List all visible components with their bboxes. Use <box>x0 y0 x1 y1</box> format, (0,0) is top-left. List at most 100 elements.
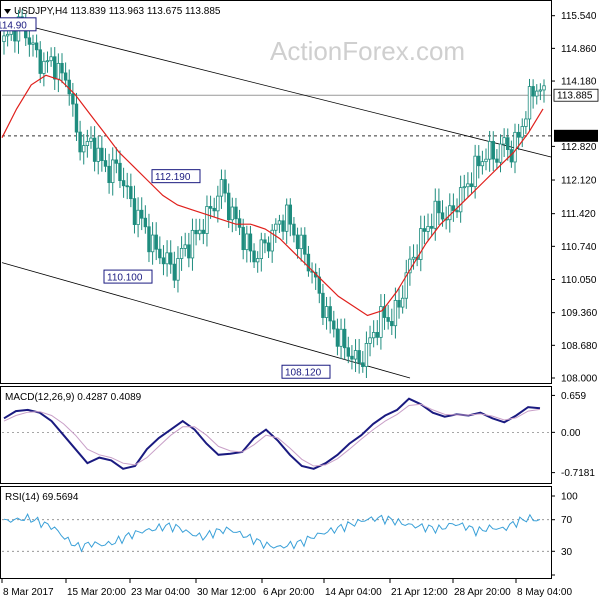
candle-body <box>118 162 122 181</box>
candle-body <box>346 347 350 357</box>
macd-line <box>3 397 541 470</box>
candle-body <box>140 209 144 219</box>
candle-body <box>187 244 191 259</box>
current-price-tag-bg <box>553 88 599 102</box>
level-tag-bg <box>554 129 598 142</box>
candle-body <box>230 206 235 221</box>
candle-body <box>190 229 195 259</box>
candle-body <box>531 86 535 97</box>
candle-body <box>281 220 285 232</box>
candle-body <box>208 206 213 209</box>
price-annotation-box <box>0 17 37 32</box>
candle-body <box>266 242 271 252</box>
time-tick-label: 8 Mar 2017 <box>3 587 54 598</box>
candle-body <box>516 131 521 138</box>
candle-body <box>96 147 100 162</box>
candle-body <box>71 93 75 105</box>
candle-body <box>179 248 184 259</box>
candle-body <box>466 183 470 188</box>
candle-body <box>13 29 17 42</box>
candle-body <box>361 362 365 367</box>
candle-body <box>169 252 173 265</box>
candle-body <box>103 160 108 167</box>
candle-body <box>524 118 528 127</box>
candle-body <box>92 137 97 162</box>
candle-body <box>248 233 253 252</box>
price-tick-label: 111.420 <box>561 209 596 220</box>
candle-body <box>2 35 6 43</box>
rsi-tick-label: 30 <box>561 547 573 558</box>
candle-body <box>85 141 90 146</box>
header-dropdown-icon[interactable] <box>4 9 11 14</box>
candle-body <box>477 155 481 167</box>
time-tick-label: 8 May 04:00 <box>517 587 572 598</box>
candle-body <box>455 210 459 213</box>
price-annotation-label: 110.100 <box>107 273 143 284</box>
candle-body <box>284 204 289 232</box>
candle-body <box>129 186 133 200</box>
price-tick-label: 112.820 <box>561 142 597 153</box>
candle-body <box>226 192 231 221</box>
moving-average-line <box>1 74 544 317</box>
candle-body <box>31 42 35 45</box>
rsi-title: RSI(14) 69.5694 <box>5 492 79 503</box>
price-annotation-box <box>103 269 153 284</box>
candle-body <box>201 229 206 234</box>
main-panel-frame <box>0 0 552 384</box>
price-tick-label: 110.740 <box>561 242 597 253</box>
candle-body <box>379 306 383 338</box>
price-tick-label: 108.680 <box>561 341 598 352</box>
candle-body <box>237 218 242 228</box>
time-tick-label: 6 Apr 20:00 <box>263 587 315 598</box>
candle-body <box>56 62 61 80</box>
macd-tick-label: 0.659 <box>561 391 586 402</box>
candle-body <box>234 206 238 220</box>
candle-body <box>535 90 539 97</box>
price-tick-label: 114.180 <box>561 77 597 88</box>
price-annotation-label: 108.120 <box>285 368 322 379</box>
candle-body <box>404 272 408 299</box>
rsi-tick-label: 100 <box>561 492 578 503</box>
candle-body <box>89 137 93 142</box>
macd-signal-line <box>3 403 541 467</box>
candle-body <box>386 317 390 322</box>
candle-body <box>306 253 311 272</box>
time-tick-label: 14 Apr 04:00 <box>325 587 382 598</box>
price-tick-label: 110.050 <box>561 275 597 286</box>
candle-body <box>408 258 412 274</box>
candle-body <box>143 217 148 228</box>
candle-body <box>411 256 416 260</box>
candle-body <box>292 223 296 236</box>
candle-body <box>27 37 32 45</box>
candle-body <box>161 257 166 265</box>
candle-body <box>172 263 177 281</box>
candle-body <box>342 328 347 349</box>
candle-body <box>212 207 216 212</box>
candle-body <box>502 137 506 145</box>
candle-body <box>252 250 256 263</box>
price-tick-label: 115.540 <box>561 11 597 22</box>
candle-body <box>270 229 274 252</box>
rsi-tick-label: 70 <box>561 515 573 526</box>
price-tick-label: 109.360 <box>561 308 598 319</box>
candle-body <box>375 332 379 338</box>
time-tick-label: 23 Mar 04:00 <box>131 587 190 598</box>
candle-body <box>82 145 86 153</box>
candle-body <box>328 306 332 322</box>
candle-body <box>520 126 524 138</box>
candle-body <box>274 223 278 231</box>
candle-body <box>125 185 129 188</box>
candle-body <box>158 248 162 259</box>
candle-body <box>542 85 546 91</box>
channel-upper-line <box>3 19 552 158</box>
candle-body <box>371 332 376 339</box>
candle-body <box>332 320 336 330</box>
time-tick-label: 21 Apr 12:00 <box>391 587 448 598</box>
candle-body <box>255 258 260 263</box>
candle-body <box>393 299 398 327</box>
candle-body <box>364 343 369 367</box>
candle-body <box>194 229 198 235</box>
candle-body <box>495 158 499 163</box>
